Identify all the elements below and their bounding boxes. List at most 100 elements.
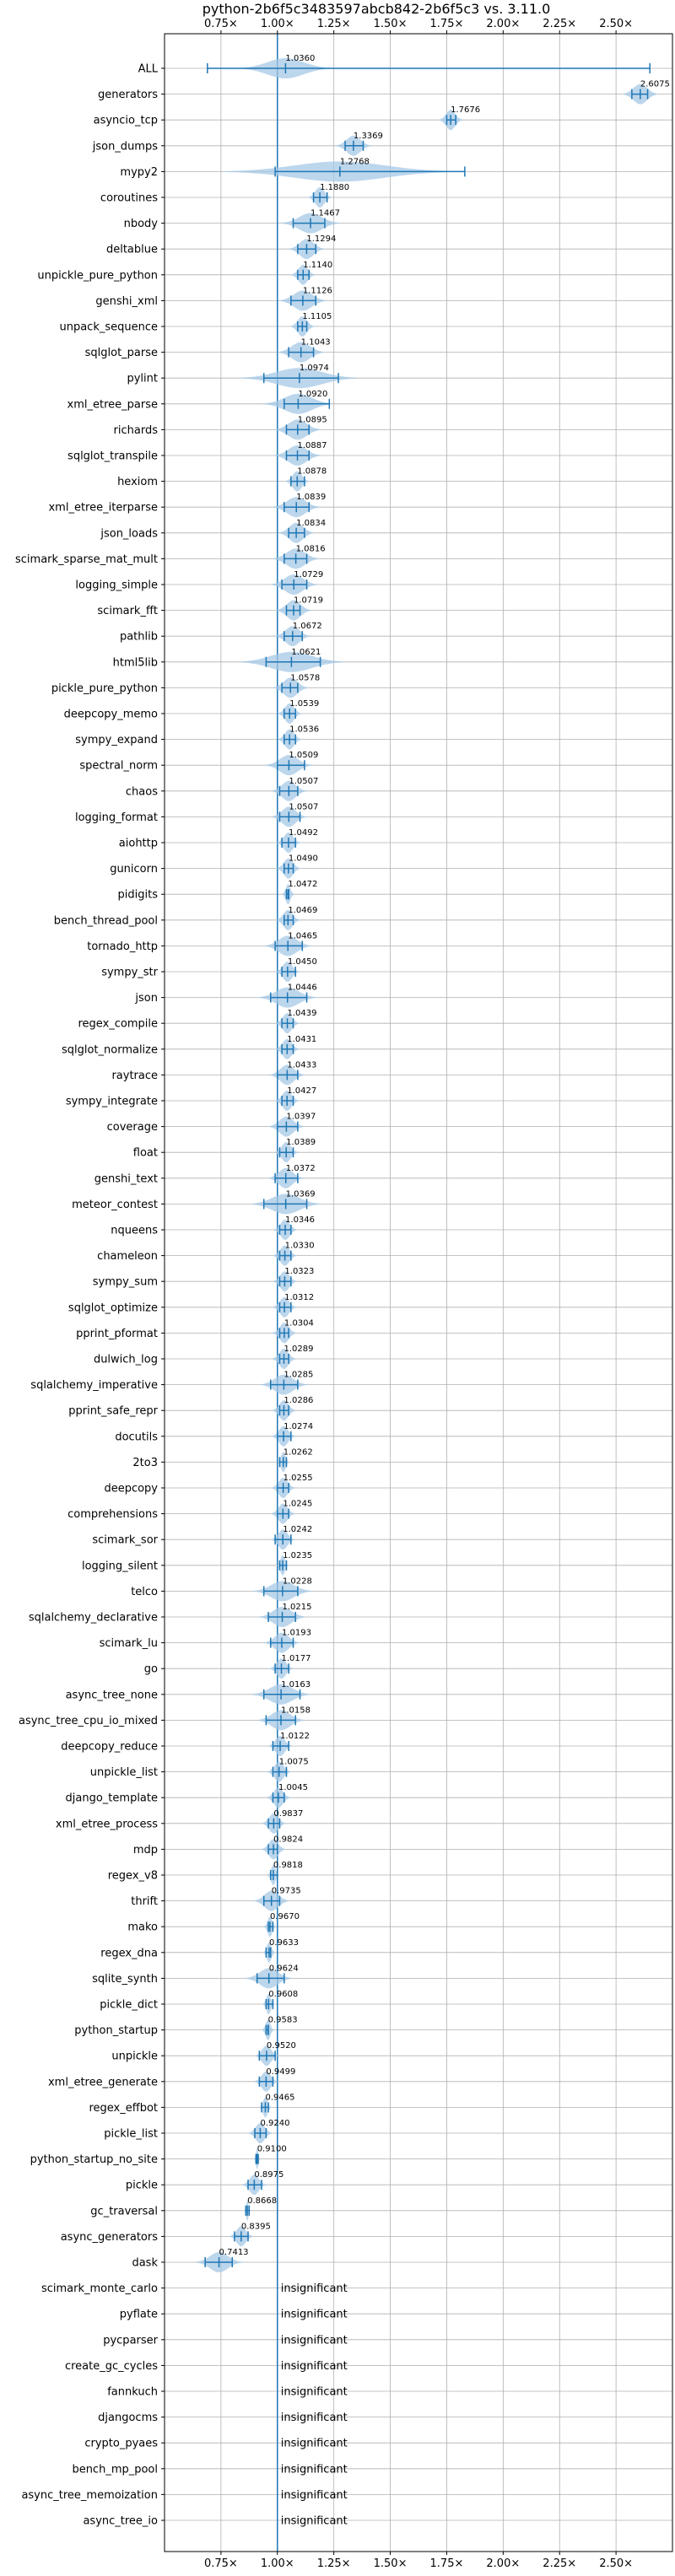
value-label: 0.9583	[268, 2016, 298, 2025]
insignificant-label: insignificant	[281, 2515, 348, 2528]
value-label: 0.9818	[273, 1861, 303, 1870]
benchmark-label: regex_dna	[100, 1947, 158, 1959]
value-label: 1.0330	[285, 1242, 315, 1251]
value-label: 1.0389	[286, 1138, 316, 1147]
benchmark-label: gc_traversal	[90, 2205, 158, 2218]
x-tick-label-top: 2.00×	[486, 18, 520, 30]
value-label: 0.9608	[268, 1990, 298, 1999]
value-label: 1.0346	[285, 1215, 315, 1225]
value-label: 1.0816	[296, 544, 326, 553]
benchmark-label: async_tree_cpu_io_mixed	[19, 1715, 158, 1727]
benchmark-label: xml_etree_parse	[68, 398, 158, 411]
value-label: 0.9624	[269, 1964, 299, 1973]
benchmark-label: fannkuch	[107, 2386, 158, 2399]
value-label: 1.0472	[288, 880, 317, 889]
x-tick-label-top: 0.75×	[204, 18, 238, 30]
benchmark-label: nqueens	[111, 1225, 158, 1237]
value-label: 1.1294	[306, 234, 336, 244]
benchmark-label: sympy_expand	[75, 734, 158, 746]
insignificant-label: insignificant	[281, 2309, 348, 2321]
value-label: 0.9633	[269, 1938, 299, 1948]
value-label: 1.0242	[283, 1525, 312, 1534]
benchmark-label: coroutines	[100, 192, 158, 205]
benchmark-label: pickle_pure_python	[51, 682, 158, 695]
benchmark-label: xml_etree_process	[56, 1818, 158, 1830]
benchmark-label: float	[133, 1147, 158, 1160]
benchmark-label: sqlalchemy_declarative	[29, 1612, 158, 1625]
benchmark-label: sqlglot_normalize	[62, 1043, 158, 1056]
benchmark-label: regex_compile	[78, 1018, 158, 1031]
x-tick-label-bottom: 1.75×	[430, 2557, 464, 2570]
benchmark-label: richards	[114, 424, 159, 437]
x-tick-label-bottom: 2.50×	[599, 2557, 633, 2570]
benchmark-label: django_template	[66, 1792, 158, 1805]
value-label: 1.0895	[298, 415, 327, 424]
benchmark-label: scimark_sor	[92, 1534, 158, 1547]
value-label: 1.0193	[282, 1629, 311, 1638]
value-label: 1.0215	[283, 1603, 312, 1612]
benchmark-label: unpack_sequence	[59, 321, 158, 334]
benchmark-label: async_tree_io	[83, 2515, 158, 2528]
value-label: 1.0304	[284, 1318, 314, 1328]
benchmark-label: json_loads	[100, 527, 158, 540]
value-label: 0.8975	[254, 2170, 284, 2180]
value-label: 1.0235	[283, 1551, 312, 1560]
x-tick-label-bottom: 1.00×	[261, 2557, 294, 2570]
benchmark-label: pprint_safe_repr	[68, 1405, 158, 1418]
benchmark-label: sympy_integrate	[66, 1096, 158, 1108]
benchmark-label: sympy_str	[101, 967, 158, 979]
x-tick-label-bottom: 0.75×	[204, 2557, 238, 2570]
benchmark-label: deepcopy_memo	[64, 709, 158, 721]
benchmark-label: python_startup	[74, 2024, 158, 2037]
value-label: 1.0255	[284, 1474, 313, 1483]
value-label: 0.8668	[247, 2196, 277, 2206]
value-label: 0.7413	[219, 2248, 249, 2257]
value-label: 1.0621	[291, 648, 321, 657]
value-label: 1.0075	[279, 1758, 309, 1767]
value-label: 1.0490	[289, 854, 318, 864]
value-label: 0.9735	[272, 1887, 301, 1896]
benchmark-label: deepcopy_reduce	[61, 1741, 158, 1754]
x-tick-label-top: 1.25×	[317, 18, 351, 30]
value-label: 1.0163	[281, 1680, 310, 1689]
insignificant-label: insignificant	[281, 2282, 348, 2295]
x-tick-label-top: 2.50×	[599, 18, 633, 30]
benchmark-label: dulwich_log	[94, 1354, 158, 1366]
insignificant-label: insignificant	[281, 2463, 348, 2476]
value-label: 1.2768	[340, 157, 370, 166]
benchmark-label: pickle_dict	[100, 1999, 158, 2012]
benchmark-label: chaos	[126, 785, 158, 798]
value-label: 1.1126	[303, 286, 332, 295]
benchmark-label: aiohttp	[119, 838, 158, 850]
benchmark-label: raytrace	[111, 1070, 158, 1082]
value-label: 1.0360	[285, 54, 315, 63]
x-tick-label-top: 2.25×	[543, 18, 576, 30]
benchmark-label: xml_etree_generate	[48, 2076, 158, 2088]
value-label: 1.1880	[320, 183, 349, 192]
benchmark-label: pyflate	[120, 2309, 158, 2321]
value-label: 0.9100	[257, 2145, 287, 2154]
benchmark-label: pidigits	[118, 889, 159, 902]
benchmark-label: sqlalchemy_imperative	[30, 1379, 158, 1392]
chart-title: python-2b6f5c3483597abcb842-2b6f5c3 vs. …	[202, 1, 551, 17]
x-tick-label-bottom: 1.50×	[374, 2557, 408, 2570]
benchmark-label: coverage	[107, 1121, 158, 1134]
value-label: 0.9824	[273, 1835, 303, 1844]
value-label: 1.0507	[289, 777, 318, 786]
benchmark-label: ALL	[138, 63, 159, 76]
value-label: 0.8395	[241, 2222, 271, 2231]
value-label: 1.0369	[286, 1189, 316, 1199]
benchmark-label: chameleon	[97, 1250, 158, 1263]
value-label: 1.0839	[296, 493, 326, 502]
value-label: 1.0719	[294, 596, 323, 606]
value-label: 1.0262	[284, 1447, 313, 1457]
benchmark-label: meteor_contest	[72, 1199, 158, 1211]
x-tick-label-bottom: 1.25×	[317, 2557, 351, 2570]
benchmark-label: scimark_sparse_mat_mult	[15, 553, 158, 566]
benchmark-label: asyncio_tcp	[94, 115, 158, 127]
benchmark-label: sqlglot_parse	[85, 347, 158, 359]
plot-frame	[164, 33, 673, 2552]
benchmark-label: scimark_monte_carlo	[41, 2282, 158, 2295]
benchmark-label: bench_mp_pool	[72, 2463, 158, 2476]
